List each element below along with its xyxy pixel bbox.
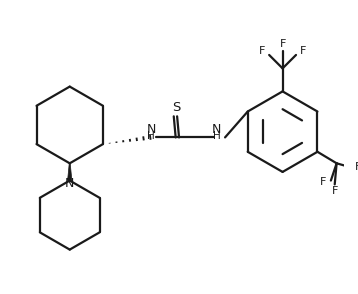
- Text: F: F: [259, 46, 266, 56]
- Text: H: H: [213, 131, 220, 141]
- Text: H: H: [147, 131, 155, 141]
- Text: N: N: [65, 177, 74, 190]
- Text: F: F: [300, 46, 306, 56]
- Text: N: N: [146, 123, 156, 136]
- Text: N: N: [212, 123, 221, 136]
- Text: F: F: [354, 162, 358, 172]
- Text: S: S: [172, 101, 180, 114]
- Text: F: F: [279, 39, 286, 49]
- Text: F: F: [320, 178, 326, 188]
- Text: F: F: [332, 186, 338, 196]
- Polygon shape: [68, 163, 72, 181]
